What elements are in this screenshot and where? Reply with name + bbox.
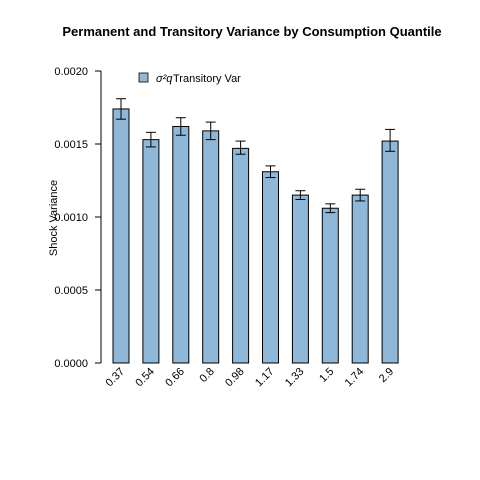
y-axis: 0.0000 0.0005 0.0010 0.0015 0.0020 — [54, 66, 102, 370]
x-tick-label: 2.9 — [377, 366, 396, 385]
x-tick-label: 1.33 — [283, 366, 307, 390]
error-bar — [235, 140, 246, 155]
bar — [232, 147, 250, 364]
bars — [112, 108, 399, 364]
error-bar — [145, 131, 156, 148]
bar — [262, 171, 279, 364]
error-bar — [355, 188, 366, 202]
x-tick-label: 0.66 — [163, 366, 187, 390]
y-ticks: 0.0000 0.0005 0.0010 0.0015 0.0020 — [54, 66, 101, 370]
x-tick-label: 0.54 — [133, 366, 157, 390]
legend-swatch — [138, 72, 149, 83]
y-tick-label: 0.0020 — [54, 66, 88, 78]
legend: σ²q Transitory Var — [138, 72, 241, 85]
x-tick-label: 0.37 — [103, 366, 127, 390]
x-tick-label: 0.8 — [198, 366, 217, 385]
error-bar — [325, 203, 336, 214]
error-bars — [116, 98, 396, 214]
bar — [351, 194, 369, 364]
y-axis-label: Shock Variance — [48, 180, 60, 256]
chart-title: Permanent and Transitory Variance by Con… — [62, 24, 441, 39]
bar — [112, 108, 130, 364]
legend-label: Transitory Var — [173, 73, 241, 85]
y-tick-label: 0.0010 — [54, 212, 88, 224]
bar — [172, 125, 190, 364]
legend-symbol: σ²q — [156, 73, 173, 85]
error-bar — [205, 121, 216, 141]
x-tick-label: 1.17 — [253, 366, 277, 390]
x-tick-label: 1.5 — [317, 366, 336, 385]
bar — [321, 207, 339, 364]
error-bar — [385, 128, 396, 152]
bar — [142, 139, 160, 364]
bar — [291, 194, 309, 364]
bar — [202, 130, 220, 364]
error-bar — [175, 117, 186, 136]
y-tick-label: 0.0005 — [54, 285, 88, 297]
x-tick-label: 1.74 — [343, 366, 367, 390]
y-tick-label: 0.0015 — [54, 139, 88, 151]
error-bar — [265, 165, 276, 179]
x-tick-label: 0.98 — [223, 366, 247, 390]
bar — [381, 140, 399, 364]
y-tick-label: 0.0000 — [54, 358, 88, 370]
error-bar — [295, 190, 306, 200]
error-bar — [116, 98, 126, 120]
x-tick-labels: 0.37 0.54 0.66 0.8 0.98 1.17 1.33 1.5 1.74 2.9 — [103, 366, 396, 390]
